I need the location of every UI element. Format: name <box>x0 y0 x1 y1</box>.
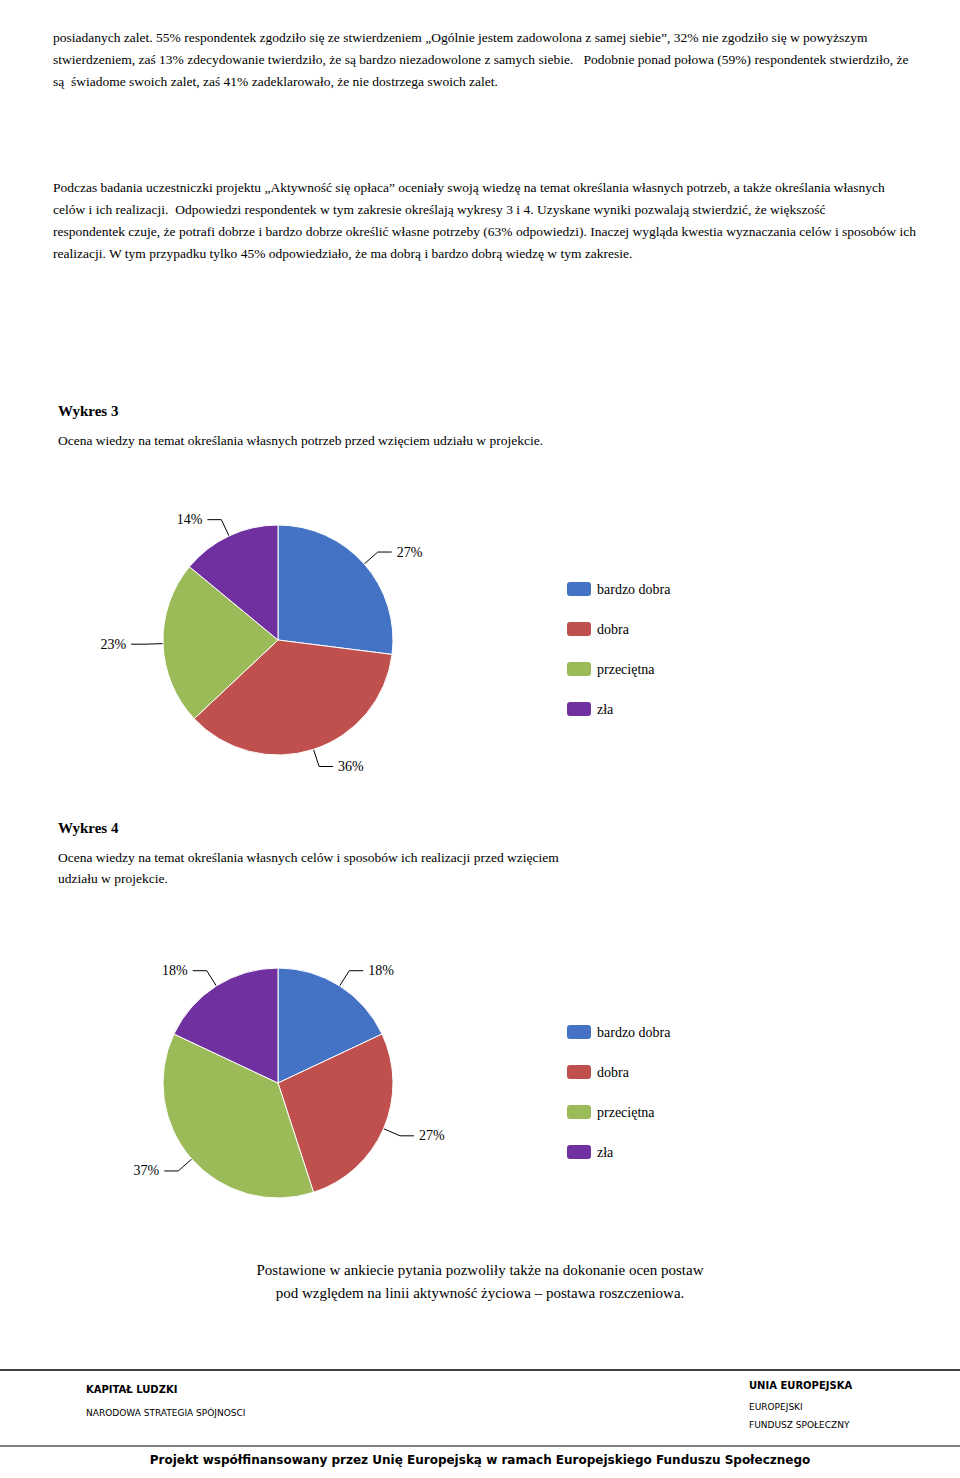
svg-text:zła: zła <box>597 702 614 717</box>
svg-text:Wykres 4: Wykres 4 <box>58 820 119 836</box>
svg-text:27%: 27% <box>397 545 423 560</box>
svg-text:bardzo dobra: bardzo dobra <box>597 582 671 597</box>
svg-text:dobra: dobra <box>597 622 630 637</box>
svg-text:Postawione w ankiecie pytania: Postawione w ankiecie pytania pozwoliły … <box>257 1262 704 1278</box>
svg-text:UNIA EUROPEJSKA: UNIA EUROPEJSKA <box>749 1380 852 1391</box>
svg-text:stwierdzeniem, zaś 13% zdecydo: stwierdzeniem, zaś 13% zdecydowanie twie… <box>53 52 908 67</box>
svg-text:18%: 18% <box>162 963 188 978</box>
svg-text:respondentek czuje, że potrafi: respondentek czuje, że potrafi dobrze i … <box>53 224 916 239</box>
svg-text:14%: 14% <box>177 512 203 527</box>
svg-text:FUNDUSZ SPOŁECZNY: FUNDUSZ SPOŁECZNY <box>749 1420 850 1430</box>
svg-text:celów i ich realizacji. Odpow: celów i ich realizacji. Odpowiedzi respo… <box>53 202 826 217</box>
svg-text:Projekt współfinansowany przez: Projekt współfinansowany przez Unię Euro… <box>150 1453 811 1467</box>
svg-text:27%: 27% <box>419 1128 445 1143</box>
svg-text:23%: 23% <box>100 637 126 652</box>
svg-text:NARODOWA STRATEGIA SPÓJNOSCI: NARODOWA STRATEGIA SPÓJNOSCI <box>86 1407 245 1418</box>
svg-text:Ocena wiedzy na temat określan: Ocena wiedzy na temat określania własnyc… <box>58 433 543 448</box>
svg-text:przeciętna: przeciętna <box>597 1105 655 1120</box>
svg-text:18%: 18% <box>368 963 394 978</box>
svg-text:37%: 37% <box>134 1163 160 1178</box>
svg-text:Ocena wiedzy na temat określan: Ocena wiedzy na temat określania własnyc… <box>58 850 559 865</box>
svg-text:EUROPEJSKI: EUROPEJSKI <box>749 1402 803 1412</box>
svg-text:dobra: dobra <box>597 1065 630 1080</box>
svg-text:Podczas badania uczestniczki p: Podczas badania uczestniczki projektu „A… <box>53 180 885 195</box>
svg-text:posiadanych zalet. 55% respond: posiadanych zalet. 55% respondentek zgod… <box>53 30 868 45</box>
svg-text:zła: zła <box>597 1145 614 1160</box>
svg-text:bardzo dobra: bardzo dobra <box>597 1025 671 1040</box>
svg-text:realizacji. W tym przypadku ty: realizacji. W tym przypadku tylko 45% od… <box>53 246 632 261</box>
svg-text:KAPITAŁ LUDZKI: KAPITAŁ LUDZKI <box>86 1384 177 1395</box>
svg-text:są świadome swoich zalet, zaś: są świadome swoich zalet, zaś 41% zadekl… <box>53 74 498 89</box>
svg-text:pod względem na linii aktywnoś: pod względem na linii aktywność życiowa … <box>276 1285 685 1301</box>
svg-text:Wykres 3: Wykres 3 <box>58 403 118 419</box>
svg-text:36%: 36% <box>338 759 364 774</box>
svg-text:udziału w projekcie.: udziału w projekcie. <box>58 871 168 886</box>
svg-text:przeciętna: przeciętna <box>597 662 655 677</box>
